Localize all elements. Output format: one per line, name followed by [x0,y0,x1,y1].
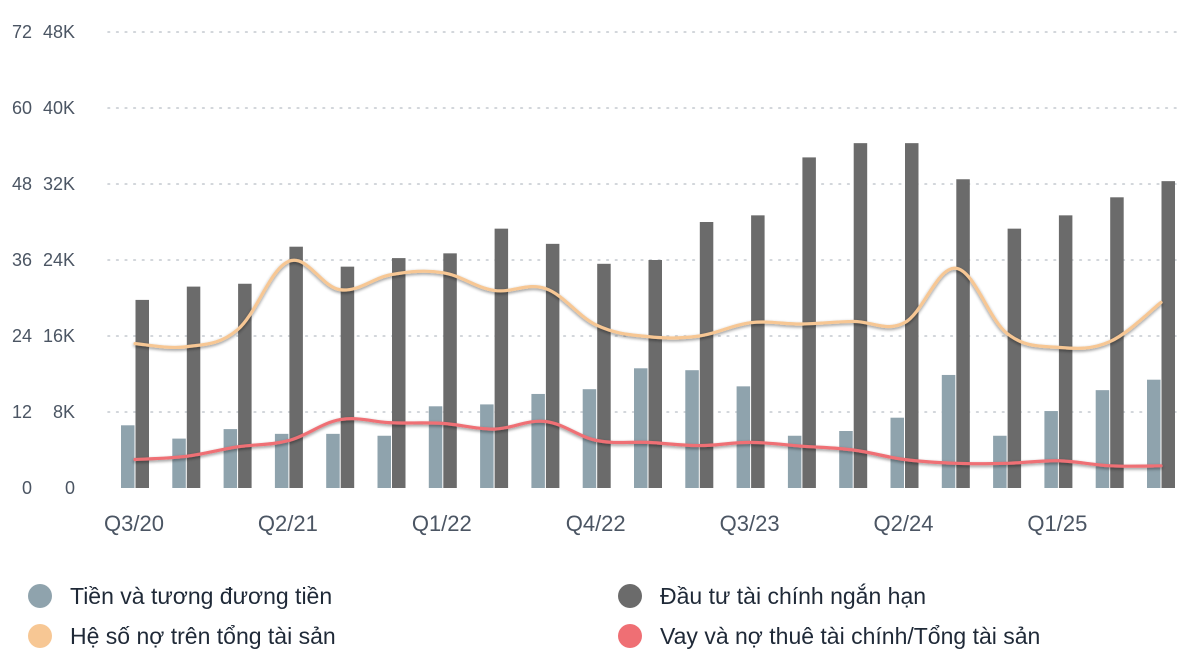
legend-label-short-term-investment: Đầu tư tài chính ngắn hạn [660,582,927,609]
bar-short-term-investment[interactable] [853,143,868,488]
legend-item-debt-ratio[interactable]: Hệ số nợ trên tổng tài sản [28,618,336,654]
y-right-tick-label: 8K [53,402,75,422]
bar-short-term-investment[interactable] [494,228,509,488]
bar-cash[interactable] [685,370,699,488]
bar-short-term-investment[interactable] [956,179,970,488]
legend-swatch-debt-ratio [28,624,52,648]
bar-cash[interactable] [1044,411,1058,488]
bar-short-term-investment[interactable] [648,260,663,488]
bar-cash[interactable] [326,433,340,488]
legend-item-short-term-investment[interactable]: Đầu tư tài chính ngắn hạn [618,578,926,614]
bar-cash[interactable] [172,438,186,488]
y-left-tick-label: 0 [22,478,32,498]
bar-cash[interactable] [890,417,905,488]
bar-short-term-investment[interactable] [238,283,252,488]
bar-cash[interactable] [941,374,956,488]
x-tick-label: Q2/24 [874,511,934,536]
x-tick-label: Q2/21 [258,511,318,536]
bar-short-term-investment[interactable] [340,266,355,488]
legend-label-debt-ratio: Hệ số nợ trên tổng tài sản [70,622,336,649]
bar-cash[interactable] [787,435,802,488]
y-left-tick-label: 24 [12,326,32,346]
bar-cash[interactable] [839,431,853,488]
bar-short-term-investment[interactable] [443,253,457,488]
bar-cash[interactable] [121,425,135,488]
bar-short-term-investment[interactable] [1110,197,1124,489]
y-right-tick-label: 0 [65,478,75,498]
y-left-tick-label: 12 [12,402,32,422]
y-right-tick-label: 32K [43,174,75,194]
x-tick-label: Q4/22 [566,511,626,536]
legend: Tiền và tương đương tiền Đầu tư tài chín… [0,572,1200,656]
bars [121,143,1176,489]
bar-cash[interactable] [274,433,289,488]
bar-short-term-investment[interactable] [186,286,201,488]
y-right-tick-label: 48K [43,22,75,42]
bar-short-term-investment[interactable] [751,215,765,488]
lines [133,258,1163,468]
chart-svg: 72 60 48 36 24 12 0 48K 40K 32K 24K 16K 8K 0 Q3/20 Q2/2… [12,22,1179,536]
legend-item-borrowing-ratio[interactable]: Vay và nợ thuê tài chính/Tổng tài sản [618,618,1040,654]
x-tick-label: Q3/20 [104,511,164,536]
y-left-tick-label: 36 [12,250,32,270]
y-left-tick-label: 48 [12,174,32,194]
bar-cash[interactable] [377,435,392,488]
bar-short-term-investment[interactable] [392,258,406,488]
bar-cash[interactable] [634,368,648,488]
bar-cash[interactable] [428,406,443,488]
legend-swatch-borrowing-ratio [618,624,642,648]
bar-short-term-investment[interactable] [699,222,714,488]
y-left-tick-label: 72 [12,22,32,42]
y-right-tick-label: 16K [43,326,75,346]
x-tick-label: Q3/23 [720,511,780,536]
bar-short-term-investment[interactable] [1058,215,1073,488]
bar-cash[interactable] [1095,390,1110,488]
legend-swatch-cash [28,584,52,608]
axes: 72 60 48 36 24 12 0 48K 40K 32K 24K 16K 8K 0 Q3/20 Q2/2… [12,22,1087,536]
bar-short-term-investment[interactable] [1161,181,1176,488]
x-tick-label: Q1/25 [1027,511,1087,536]
bar-cash[interactable] [480,404,494,488]
bar-cash[interactable] [531,393,545,488]
bar-cash[interactable] [223,429,238,488]
legend-label-borrowing-ratio: Vay và nợ thuê tài chính/Tổng tài sản [660,622,1041,649]
line-borrowing-ratio[interactable] [133,417,1163,468]
bar-short-term-investment[interactable] [135,299,150,488]
line-debt-ratio[interactable] [133,258,1163,350]
bar-short-term-investment[interactable] [545,243,560,488]
bar-short-term-investment[interactable] [289,246,303,488]
bar-cash[interactable] [736,386,751,488]
bar-short-term-investment[interactable] [1007,228,1022,488]
legend-label-cash: Tiền và tương đương tiền [70,582,333,609]
y-left-tick-label: 60 [12,98,32,118]
bar-short-term-investment[interactable] [597,263,611,488]
bar-cash[interactable] [1147,379,1161,488]
y-right-tick-label: 40K [43,98,75,118]
y-right-tick-label: 24K [43,250,75,270]
chart: 72 60 48 36 24 12 0 48K 40K 32K 24K 16K 8K 0 Q3/20 Q2/2… [12,22,1179,536]
legend-item-cash[interactable]: Tiền và tương đương tiền [28,578,332,614]
legend-swatch-short-term-investment [618,584,642,608]
x-tick-label: Q1/22 [412,511,472,536]
